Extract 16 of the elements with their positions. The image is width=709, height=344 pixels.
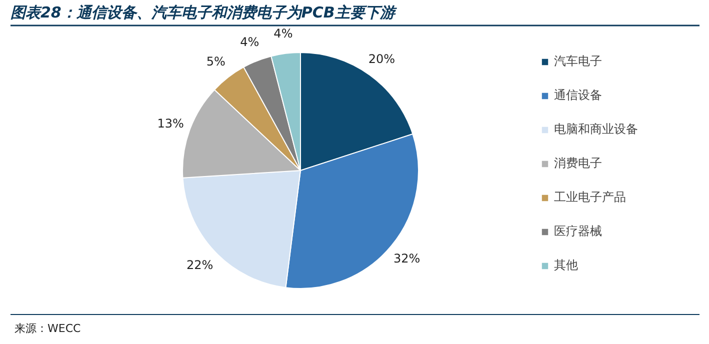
legend-label: 电脑和商业设备 [554, 120, 638, 138]
data-label: 5% [206, 54, 226, 68]
data-label: 32% [394, 252, 420, 266]
data-label: 13% [157, 116, 184, 131]
data-label: 20% [368, 52, 395, 66]
legend-label: 消费电子 [554, 154, 602, 172]
data-label: 4% [240, 35, 260, 50]
data-label: 22% [186, 258, 214, 272]
legend-label: 通信设备 [554, 86, 602, 104]
legend-label: 医疗器械 [554, 222, 602, 240]
chart-title: 图表28：通信设备、汽车电子和消费电子为PCB主要下游 [10, 4, 398, 22]
legend-label: 工业电子产品 [554, 188, 626, 206]
legend-label: 其他 [554, 256, 578, 274]
source-note: 来源：WECC [14, 322, 82, 335]
data-label: 4% [274, 26, 293, 41]
legend-label: 汽车电子 [554, 52, 602, 70]
